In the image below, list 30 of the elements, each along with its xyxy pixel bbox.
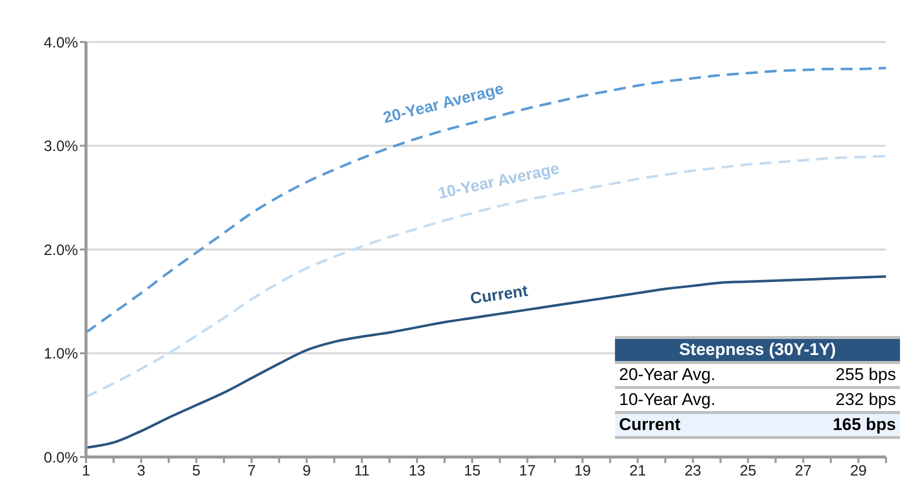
x-tick-label: 17 (519, 462, 536, 480)
y-tick-label: 0.0% (44, 449, 78, 466)
y-tick-label: 2.0% (44, 242, 78, 259)
x-tick-label: 11 (354, 462, 370, 480)
x-tick-label: 15 (464, 462, 481, 480)
y-tick-label: 1.0% (44, 346, 78, 363)
x-tick-label: 29 (850, 462, 867, 480)
x-tick-label: 23 (684, 462, 702, 480)
annotation: 165 bps (784, 412, 900, 438)
x-tick-label: 19 (574, 462, 591, 480)
annotation: 255 bps (784, 362, 900, 388)
x-tick-label: 21 (629, 462, 646, 480)
text: 10-Year Average (436, 160, 562, 203)
x-tick-label: 25 (740, 462, 756, 480)
annotation: 10-Year Avg. (615, 388, 784, 412)
x-tick-label: 5 (192, 462, 201, 480)
annotation: Steepness (30Y-1Y) (615, 338, 900, 362)
x-tick-label: 7 (247, 462, 256, 480)
x-tick-label: 3 (137, 462, 146, 480)
x-tick-label: 13 (408, 462, 426, 480)
annotation: 20-Year Avg. (615, 362, 784, 388)
x-tick-label: 1 (82, 462, 90, 480)
y-tick-label: 4.0% (44, 34, 78, 52)
x-tick-label: 9 (302, 462, 311, 480)
y-tick-label: 3.0% (44, 138, 78, 156)
x-tick-label: 27 (794, 462, 812, 480)
annotation: Current (615, 412, 784, 438)
text: Current (469, 282, 530, 308)
text: 20-Year Average (382, 80, 506, 127)
annotation: 232 bps (784, 388, 900, 412)
